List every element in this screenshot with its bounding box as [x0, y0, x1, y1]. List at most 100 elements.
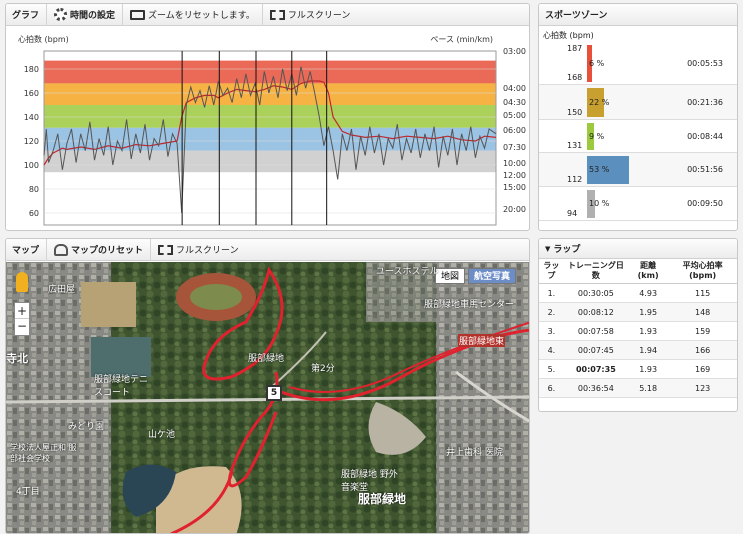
map-label: 服部緑地 野外音楽堂	[341, 470, 398, 493]
laps-table: ラップ トレーニング日数 距離 (km) 平均心拍率 (bpm) 1. 00:30…	[539, 259, 737, 398]
y-left-tick-label: 120	[24, 137, 39, 146]
map-label: 服部緑地東	[458, 334, 506, 347]
map-panel: マップ マップのリセット フルスクリーン	[5, 238, 530, 534]
zone-bottom-bpm: 94	[567, 209, 578, 218]
graph-panel: グラフ 時間の設定 ズームをリセットします。 フルスクリーン 心拍数 (bpm)…	[5, 3, 530, 231]
lap-time: 00:30:05	[563, 283, 628, 303]
map-label: 服部緑地	[358, 492, 407, 506]
lap-number: 2.	[539, 302, 564, 322]
y-right-tick-label: 10:00	[503, 159, 526, 168]
graph-fullscreen-button[interactable]: フルスクリーン	[263, 4, 358, 26]
hr-zone-band	[44, 150, 496, 173]
map-reset-icon	[54, 243, 69, 256]
zone-time: 00:21:36	[687, 97, 723, 107]
lap-number: 5.	[539, 359, 564, 379]
y-left-tick-label: 140	[24, 113, 39, 122]
y-left-tick-label: 160	[24, 89, 39, 98]
map-label: 第2分	[311, 364, 335, 374]
zoom-reset-icon	[130, 9, 146, 20]
y-right-tick-label: 04:30	[503, 98, 526, 107]
lap-number: 1.	[539, 283, 564, 303]
zoom-out-button[interactable]: −	[16, 319, 28, 333]
hr-zone-band	[44, 83, 496, 105]
zone-row: 94 10 % 00:09:50	[539, 187, 737, 221]
lap-avg-hr: 166	[668, 340, 737, 360]
col-lap: ラップ	[539, 259, 564, 284]
map-label: 学校法人屋正和 服部社会学校	[10, 443, 77, 463]
lap-avg-hr: 148	[668, 302, 737, 322]
map-label: 4丁目	[16, 487, 40, 497]
zone-bottom-bpm: 150	[567, 108, 583, 117]
lap-row[interactable]: 5. 00:07:35 1.93 169	[539, 359, 737, 379]
y-left-tick-label: 80	[29, 185, 39, 194]
lap-marker-label: 5	[270, 388, 278, 398]
zone-percent: 6 %	[589, 58, 605, 68]
zoom-control: + −	[14, 302, 30, 336]
zone-time: 00:51:56	[687, 165, 723, 174]
reset-zoom-button[interactable]: ズームをリセットします。	[123, 4, 263, 26]
left-axis-label: 心拍数 (bpm)	[18, 34, 69, 44]
laps-header-row: ラップ トレーニング日数 距離 (km) 平均心拍率 (bpm)	[539, 259, 737, 284]
map-title: マップ	[10, 239, 48, 261]
y-right-tick-label: 07:30	[503, 143, 526, 152]
zone-percent: 9 %	[589, 131, 605, 141]
street-view-pegman-icon[interactable]	[16, 272, 28, 292]
lap-row[interactable]: 6. 00:36:54 5.18 123	[539, 378, 737, 398]
right-axis-label: ペース (min/km)	[430, 35, 493, 44]
map-label: 寺北	[6, 352, 28, 365]
lap-time: 00:07:45	[563, 340, 628, 360]
satellite-map[interactable]: 地図 航空写真 + − 5 ユースホステル 服部緑地車馬センター 服部緑地東 服…	[6, 262, 529, 533]
lap-time: 00:36:54	[563, 378, 628, 398]
collapse-triangle-icon[interactable]: ▼	[545, 244, 551, 253]
lap-number: 4.	[539, 340, 564, 360]
y-right-tick-label: 15:00	[503, 183, 526, 192]
zone-row: 131 9 % 00:08:44	[539, 120, 737, 153]
col-avg-hr: 平均心拍率 (bpm)	[668, 259, 737, 284]
y-left-tick-label: 100	[24, 161, 39, 170]
lap-distance: 5.18	[627, 378, 669, 398]
map-reset-button[interactable]: マップのリセット	[47, 239, 152, 261]
lap-number: 6.	[539, 378, 564, 398]
lap-avg-hr: 115	[668, 283, 737, 303]
zone-bar	[587, 45, 592, 82]
heart-rate-pace-chart[interactable]: 心拍数 (bpm) ペース (min/km) 60 80 100 120 140 160 1…	[6, 27, 529, 231]
lap-distance: 1.95	[627, 302, 669, 322]
zone-row: 187 168 6 % 00:05:53	[539, 42, 737, 85]
map-label: みどり園	[68, 422, 105, 432]
lap-row[interactable]: 4. 00:07:45 1.94 166	[539, 340, 737, 360]
y-right-tick-label: 03:00	[503, 47, 526, 56]
zone-bottom-bpm: 112	[567, 175, 583, 184]
zoom-in-button[interactable]: +	[15, 304, 29, 319]
graph-title: グラフ	[10, 4, 48, 26]
lap-row[interactable]: 1. 00:30:05 4.93 115	[539, 283, 737, 303]
map-fullscreen-button[interactable]: フルスクリーン	[151, 239, 246, 261]
y-right-tick-label: 05:00	[503, 111, 526, 120]
zone-top-bpm: 187	[567, 44, 583, 53]
zone-time: 00:09:50	[687, 199, 723, 208]
y-right-tick-label: 04:00	[503, 84, 526, 93]
col-distance: 距離 (km)	[627, 259, 669, 284]
map-view-button[interactable]: 地図	[435, 268, 466, 284]
map-label: 井上歯科 医院	[446, 448, 503, 458]
zone-bar	[587, 156, 629, 184]
time-settings-button[interactable]: 時間の設定	[47, 4, 124, 26]
lap-row[interactable]: 3. 00:07:58 1.93 159	[539, 321, 737, 341]
map-label: 服部緑地	[248, 354, 285, 364]
map-type-toggle: 地図 航空写真	[435, 268, 523, 284]
satellite-view-button[interactable]: 航空写真	[468, 268, 517, 284]
lap-marker-5[interactable]: 5	[266, 385, 282, 401]
map-label: ユースホステル	[376, 267, 439, 277]
heart-rate-line	[43, 80, 497, 166]
laps-title-label: ラップ	[553, 245, 581, 255]
laps-panel: ▼ ラップ ラップ トレーニング日数 距離 (km) 平均心拍率 (bpm) 1…	[538, 238, 738, 412]
map-label: 山ケ池	[148, 430, 176, 440]
fullscreen-icon	[158, 244, 174, 255]
zone-bottom-bpm: 168	[567, 73, 583, 82]
lap-row[interactable]: 2. 00:08:12 1.95 148	[539, 302, 737, 322]
lap-avg-hr: 123	[668, 378, 737, 398]
zone-bar	[587, 123, 594, 150]
zone-percent: 53 %	[589, 165, 610, 174]
y-right-tick-label: 12:00	[503, 171, 526, 180]
lap-number: 3.	[539, 321, 564, 341]
map-toolbar: マップ マップのリセット フルスクリーン	[6, 239, 529, 261]
